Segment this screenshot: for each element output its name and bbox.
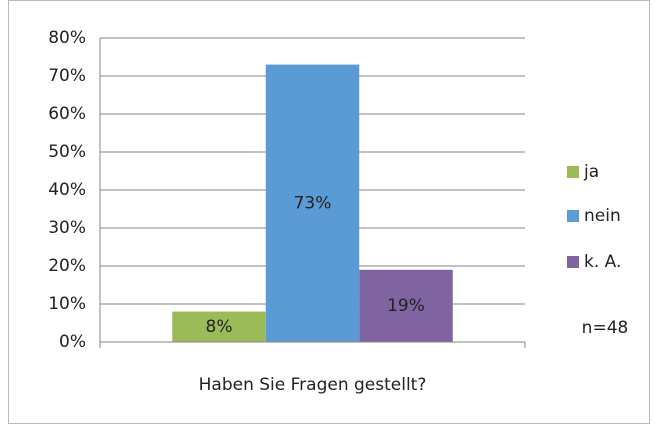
bar — [359, 269, 453, 342]
y-tick-label: 60% — [48, 104, 86, 124]
x-tick-label: Haben Sie Fragen gestellt? — [199, 375, 427, 395]
annotation: n=48 — [582, 318, 629, 338]
y-tick-label: 70% — [48, 66, 86, 86]
bar — [265, 64, 360, 342]
legend-swatch — [567, 210, 579, 222]
legend-swatch — [567, 256, 579, 268]
legend-label: nein — [584, 206, 621, 226]
y-tick-label: 40% — [48, 180, 86, 200]
data-label: 8% — [206, 317, 233, 337]
bar — [172, 311, 266, 342]
y-tick-label: 10% — [48, 294, 86, 314]
y-tick-label: 30% — [48, 218, 86, 238]
y-tick-label: 20% — [48, 256, 86, 276]
legend-swatch — [567, 166, 579, 178]
legend-label: k. A. — [584, 252, 621, 272]
y-tick-label: 50% — [48, 142, 86, 162]
legend-label: ja — [583, 162, 599, 182]
y-tick-label: 80% — [48, 28, 86, 48]
y-tick-label: 0% — [59, 332, 86, 352]
data-label: 73% — [294, 193, 332, 213]
data-label: 19% — [387, 296, 425, 316]
